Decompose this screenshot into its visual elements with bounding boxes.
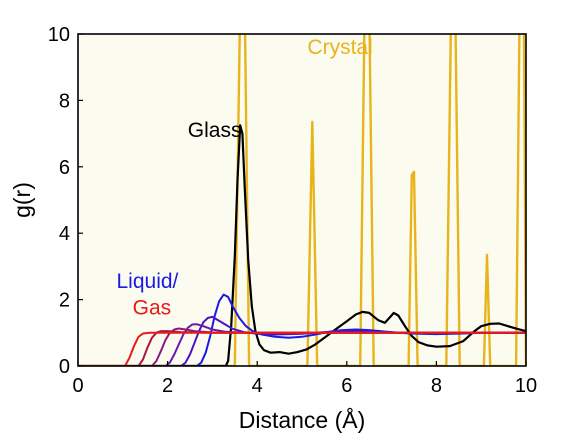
y-tick-label: 2 (59, 290, 70, 312)
series-line-0 (78, 34, 526, 366)
series-line-7 (78, 331, 526, 366)
y-tick-label: 4 (59, 223, 70, 245)
y-tick-label: 8 (59, 90, 70, 112)
annotation-label: Liquid/ (116, 270, 178, 293)
y-tick-label: 6 (59, 157, 70, 179)
x-tick-label: 4 (252, 375, 263, 397)
y-tick-label: 0 (59, 356, 70, 378)
y-axis-label: g(r) (9, 182, 35, 218)
series-line-1 (78, 124, 526, 366)
annotation-label: Gas (133, 297, 172, 320)
x-tick-label: 8 (431, 375, 442, 397)
x-axis-label: Distance (Å) (239, 406, 366, 433)
plot-background (78, 34, 526, 366)
x-tick-label: 10 (515, 375, 537, 397)
y-tick-label: 10 (48, 24, 70, 46)
plot-frame (77, 33, 527, 367)
x-tick-label: 0 (72, 375, 83, 397)
series-line-3 (78, 315, 526, 366)
x-tick-label: 2 (162, 375, 173, 397)
annotation-label: Glass (188, 119, 242, 142)
x-tick-label: 6 (341, 375, 352, 397)
annotation-label: Crystal (307, 36, 372, 59)
